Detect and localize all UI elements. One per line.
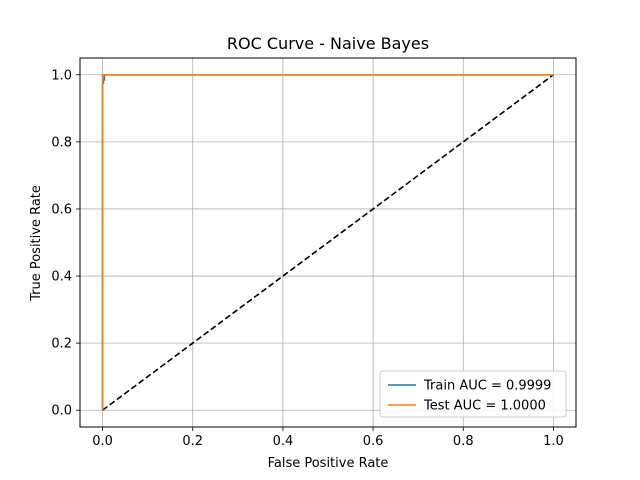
legend-box (379, 370, 567, 418)
x-tick-label: 0.6 (363, 434, 384, 449)
y-tick-label: 1.0 (51, 68, 72, 83)
y-tick-label: 0.8 (51, 135, 72, 150)
x-tick-label: 1.0 (543, 434, 564, 449)
tick-layer: 0.0 0.2 0.4 0.6 0.8 1.0 0.0 0.2 0.4 0.6 0.8 1.0 (51, 68, 563, 449)
y-tick-label: 0.2 (51, 337, 72, 352)
legend-entry-label: Test AUC = 1.0000 (423, 399, 546, 414)
plot-frame (79, 57, 577, 428)
x-tick-label: 0.8 (453, 434, 474, 449)
y-axis-label: True Positive Rate (29, 185, 44, 302)
test-roc-line (101, 73, 554, 411)
grid-lines (80, 58, 576, 427)
x-axis-label: False Positive Rate (268, 456, 389, 471)
x-tick-label: 0.2 (182, 434, 203, 449)
x-tick-label: 0.0 (92, 434, 113, 449)
legend-entry-label: Train AUC = 0.9999 (423, 379, 551, 394)
chart-title: ROC Curve - Naive Bayes (227, 34, 429, 53)
y-tick-label: 0.6 (51, 202, 72, 217)
x-tick-label: 0.4 (273, 434, 294, 449)
reference-line-layer (102, 74, 554, 411)
legend: Train AUC = 0.9999 Test AUC = 1.0000 (379, 370, 567, 418)
y-tick-label: 0.4 (51, 270, 72, 285)
y-tick-label: 0.0 (51, 404, 72, 419)
reference-diagonal-line (102, 74, 554, 411)
series-layer (101, 73, 554, 411)
